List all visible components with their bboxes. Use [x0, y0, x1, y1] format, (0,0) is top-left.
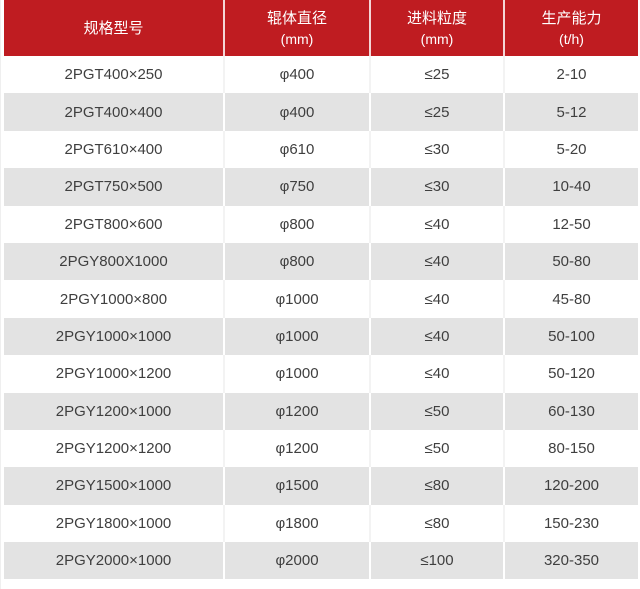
table-row: 2PGT400×250 φ400 ≤25 2-10	[4, 56, 638, 94]
cell-diameter: φ1200	[224, 392, 371, 430]
cell-model: 2PGT400×400	[4, 93, 225, 131]
cell-diameter: φ1000	[224, 355, 371, 393]
cell-diameter: φ1000	[224, 280, 371, 318]
page-edge-line	[0, 0, 1, 589]
column-header-capacity: 生产能力 (t/h)	[504, 0, 638, 56]
cell-model: 2PGY800X1000	[4, 242, 225, 281]
cell-model: 2PGY1000×1200	[4, 355, 225, 393]
cell-model: 2PGY1200×1200	[4, 429, 225, 468]
column-header-model: 规格型号	[4, 0, 225, 56]
column-header-model-label: 规格型号	[83, 19, 144, 37]
column-header-capacity-label: 生产能力	[541, 9, 602, 27]
cell-model: 2PGT800×600	[4, 205, 225, 243]
table-row: 2PGY1000×800 φ1000 ≤40 45-80	[4, 280, 638, 318]
column-header-roller-diameter-unit: (mm)	[280, 30, 314, 47]
cell-capacity: 50-120	[548, 365, 595, 383]
table-row: 2PGT750×500 φ750 ≤30 10-40	[4, 168, 638, 206]
cell-capacity: 80-150	[548, 440, 595, 458]
cell-capacity: 50-100	[548, 327, 595, 345]
cell-model: 2PGY1800×1000	[4, 504, 225, 543]
cell-feed-size: ≤40	[370, 355, 505, 393]
cell-capacity: 5-20	[556, 140, 587, 158]
cell-capacity: 60-130	[548, 402, 595, 420]
table-row: 2PGY1000×1000 φ1000 ≤40 50-100	[4, 317, 638, 356]
table-body: 2PGT400×250 φ400 ≤25 2-10 2PGT400×400 φ4…	[4, 56, 638, 580]
table-row: 2PGY1800×1000 φ1800 ≤80 150-230	[4, 504, 638, 543]
cell-diameter: φ400	[224, 56, 371, 94]
table-row: 2PGY1500×1000 φ1500 ≤80 120-200	[4, 467, 638, 505]
cell-feed-size: ≤25	[370, 56, 505, 94]
cell-model: 2PGY1500×1000	[4, 467, 225, 505]
cell-model: 2PGY2000×1000	[4, 542, 225, 580]
table-row: 2PGY2000×1000 φ2000 ≤100 320-350	[4, 542, 638, 580]
table-header: 规格型号 辊体直径 (mm) 进料粒度 (mm) 生产能力 (t/h)	[4, 0, 638, 56]
cell-diameter: φ1800	[224, 504, 371, 543]
cell-feed-size: ≤40	[370, 280, 505, 318]
cell-diameter: φ1200	[224, 429, 371, 468]
column-header-feed-size-label: 进料粒度	[406, 9, 467, 27]
cell-capacity: 150-230	[543, 514, 600, 532]
cell-model: 2PGY1000×800	[4, 280, 225, 318]
table-row: 2PGT800×600 φ800 ≤40 12-50	[4, 205, 638, 243]
cell-diameter: φ1000	[224, 317, 371, 356]
table-row: 2PGT610×400 φ610 ≤30 5-20	[4, 130, 638, 169]
cell-feed-size: ≤50	[370, 429, 505, 468]
cell-model: 2PGT610×400	[4, 130, 225, 169]
cell-model: 2PGY1200×1000	[4, 392, 225, 430]
cell-model: 2PGT750×500	[4, 168, 225, 206]
cell-feed-size: ≤30	[370, 168, 505, 206]
cell-diameter: φ800	[224, 205, 371, 243]
cell-feed-size: ≤80	[370, 467, 505, 505]
cell-model: 2PGY1000×1000	[4, 317, 225, 356]
cell-feed-size: ≤40	[370, 317, 505, 356]
cell-diameter: φ800	[224, 242, 371, 281]
cell-feed-size: ≤100	[370, 542, 505, 580]
cell-capacity: 12-50	[552, 215, 591, 233]
column-header-capacity-unit: (t/h)	[559, 30, 584, 47]
cell-feed-size: ≤50	[370, 392, 505, 430]
cell-feed-size: ≤25	[370, 93, 505, 131]
cell-diameter: φ400	[224, 93, 371, 131]
column-header-feed-size-unit: (mm)	[420, 30, 454, 47]
cell-feed-size: ≤30	[370, 130, 505, 169]
cell-capacity: 120-200	[543, 477, 600, 495]
column-header-feed-size: 进料粒度 (mm)	[370, 0, 505, 56]
cell-diameter: φ2000	[224, 542, 371, 580]
cell-capacity: 5-12	[556, 103, 587, 121]
cell-model: 2PGT400×250	[4, 56, 225, 94]
cell-capacity: 45-80	[552, 290, 591, 308]
cell-feed-size: ≤40	[370, 242, 505, 281]
cell-diameter: φ1500	[224, 467, 371, 505]
cell-feed-size: ≤80	[370, 504, 505, 543]
cell-diameter: φ750	[224, 168, 371, 206]
table-row: 2PGY1200×1000 φ1200 ≤50 60-130	[4, 392, 638, 430]
cell-capacity: 10-40	[552, 178, 591, 196]
cell-feed-size: ≤40	[370, 205, 505, 243]
table-row: 2PGY1000×1200 φ1000 ≤40 50-120	[4, 355, 638, 393]
spec-table: 规格型号 辊体直径 (mm) 进料粒度 (mm) 生产能力 (t/h)	[4, 0, 638, 580]
table-row: 2PGT400×400 φ400 ≤25 5-12	[4, 93, 638, 131]
table-row: 2PGY1200×1200 φ1200 ≤50 80-150	[4, 429, 638, 468]
table-row: 2PGY800X1000 φ800 ≤40 50-80	[4, 242, 638, 281]
column-header-roller-diameter-label: 辊体直径	[266, 9, 327, 27]
cell-capacity: 320-350	[543, 552, 600, 570]
cell-diameter: φ610	[224, 130, 371, 169]
header-row: 规格型号 辊体直径 (mm) 进料粒度 (mm) 生产能力 (t/h)	[4, 0, 638, 56]
column-header-roller-diameter: 辊体直径 (mm)	[224, 0, 371, 56]
cell-capacity: 2-10	[556, 66, 587, 84]
cell-capacity: 50-80	[552, 253, 591, 271]
